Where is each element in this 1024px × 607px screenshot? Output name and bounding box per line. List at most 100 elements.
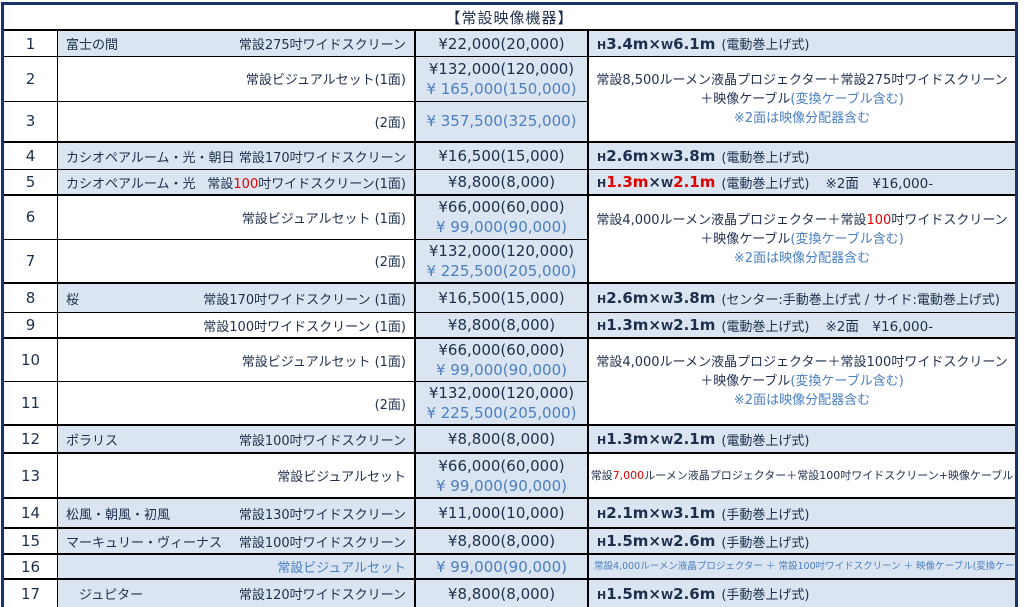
- equipment-name: 常設170吋ワイドスクリーン (1面): [203, 292, 406, 308]
- spec-cell: H2.1m×W3.1m (手動巻上げ式): [589, 499, 1015, 527]
- equipment-name: (2面): [374, 397, 406, 413]
- price-cell: ¥8,800(8,000): [416, 580, 589, 607]
- price-primary: ¥132,000(120,000): [428, 59, 575, 78]
- row-number: 3: [4, 101, 58, 141]
- table-row: 13 常設ビジュアルセット ¥66,000(60,000) ¥ 99,000(90…: [4, 454, 1015, 499]
- row-number: 15: [4, 529, 58, 553]
- row-number: 12: [4, 426, 58, 452]
- equipment-name: 常設ビジュアルセット (1面): [241, 354, 406, 370]
- price-primary: ¥132,000(120,000): [428, 241, 575, 260]
- equipment-name: 常設ビジュアルセット: [277, 470, 406, 485]
- mechanism-note: (手動巻上げ式): [721, 535, 810, 551]
- price-cell: ¥8,800(8,000): [416, 170, 589, 194]
- row-number: 16: [4, 555, 58, 578]
- price-cell: ¥8,800(8,000): [416, 529, 589, 553]
- room-equipment-cell: 松風・朝風・初風 常設130吋ワイドスクリーン: [58, 499, 416, 527]
- spec-cell: H1.3m×W2.1m (電動巻上げ式): [589, 426, 1015, 452]
- equipment-name: (2面): [374, 255, 406, 271]
- spec-cell: 常設4,000ルーメン液晶プロジェクター ＋ 常設100吋ワイドスクリーン ＋ …: [589, 555, 1015, 578]
- price-cell: ¥22,000(20,000): [416, 31, 589, 56]
- row-number: 4: [4, 143, 58, 169]
- screen-dimensions: H2.6m×W3.8m: [597, 147, 716, 165]
- row-number: 8: [4, 284, 58, 312]
- table-row: 6 常設ビジュアルセット (1面) ¥66,000(60,000) ¥ 99,00…: [4, 196, 589, 240]
- room-equipment-cell: (2面): [58, 239, 416, 282]
- spec-line-2: ＋映像ケーブル(変換ケーブル含む): [700, 231, 904, 247]
- spec-cell: H1.5m×W2.6m (手動巻上げ式): [589, 580, 1015, 607]
- room-name: ポラリス: [66, 433, 119, 449]
- price-primary: ¥8,800(8,000): [447, 430, 556, 448]
- spec-cell-merged: 常設4,000ルーメン液晶プロジェクター＋常設100吋ワイドスクリーン ＋映像ケ…: [589, 339, 1015, 424]
- price-secondary: ¥ 225,500(205,000): [426, 404, 577, 422]
- table-row: 4 カシオペアルーム・光・朝日 常設170吋ワイドスクリーン ¥16,500(1…: [4, 143, 1015, 170]
- spec-cell: H2.6m×W3.8m (電動巻上げ式): [589, 143, 1015, 169]
- price-primary: ¥8,800(8,000): [447, 316, 556, 334]
- price-primary: ¥8,800(8,000): [447, 584, 556, 603]
- table-row: 1 富士の間 常設275吋ワイドスクリーン ¥22,000(20,000) H3…: [4, 31, 1015, 57]
- price-cell: ¥11,000(10,000): [416, 499, 589, 527]
- room-equipment-cell: 常設ビジュアルセット (1面): [58, 339, 416, 381]
- table-row-group: 2 常設ビジュアルセット(1面) ¥132,000(120,000) ¥ 165,…: [4, 57, 1015, 143]
- equipment-name: 常設ビジュアルセット(1面): [245, 73, 406, 89]
- mechanism-note: (電動巻上げ式): [721, 150, 810, 166]
- price-primary: ¥132,000(120,000): [428, 384, 575, 402]
- mechanism-note: (電動巻上げ式): [721, 38, 810, 53]
- equipment-name: 常設120吋ワイドスクリーン: [238, 588, 406, 603]
- spec-line-3: ※2面は映像分配器含む: [733, 393, 871, 408]
- room-equipment-cell: 常設ビジュアルセット (1面): [58, 196, 416, 239]
- spec-cell: H1.5m×W2.6m (手動巻上げ式): [589, 529, 1015, 553]
- screen-dimensions: H1.5m×W2.6m: [597, 532, 716, 550]
- equipment-name: 常設275吋ワイドスクリーン: [238, 38, 406, 53]
- table-row: 14 松風・朝風・初風 常設130吋ワイドスクリーン ¥11,000(10,00…: [4, 499, 1015, 529]
- room-equipment-cell: 常設ビジュアルセット: [58, 454, 416, 497]
- equipment-name: 常設100吋ワイドスクリーン(1面): [207, 176, 406, 192]
- room-equipment-cell: 常設100吋ワイドスクリーン (1面): [58, 313, 416, 337]
- table-row-group: 6 常設ビジュアルセット (1面) ¥66,000(60,000) ¥ 99,00…: [4, 196, 1015, 284]
- room-name: 桜: [66, 292, 80, 308]
- room-name: 富士の間: [66, 38, 119, 53]
- price-primary: ¥22,000(20,000): [438, 34, 565, 53]
- price-cell: ¥16,500(15,000): [416, 143, 589, 169]
- spec-line-2: ＋映像ケーブル(変換ケーブル含む): [700, 374, 904, 389]
- price-secondary: ¥ 99,000(90,000): [436, 218, 567, 237]
- equipment-name: (2面): [374, 115, 406, 131]
- spec-line-1: 常設8,500ルーメン液晶プロジェクター＋常設275吋ワイドスクリーン: [596, 72, 1008, 88]
- mechanism-note: (センター:手動巻上げ式 / サイド:電動巻上げ式): [721, 292, 1000, 308]
- price-primary: ¥8,800(8,000): [447, 532, 556, 550]
- price-cell: ¥8,800(8,000): [416, 426, 589, 452]
- spec-line-3: ※2面は映像分配器含む: [733, 110, 871, 126]
- row-number: 7: [4, 239, 58, 282]
- table-row: 11 (2面) ¥132,000(120,000) ¥ 225,500(205,0…: [4, 382, 589, 424]
- room-name: カシオペアルーム・光: [66, 176, 196, 192]
- equipment-name: 常設130吋ワイドスクリーン: [238, 507, 406, 523]
- room-equipment-cell: 桜 常設170吋ワイドスクリーン (1面): [58, 284, 416, 312]
- room-equipment-cell: ジュピター 常設120吋ワイドスクリーン: [58, 580, 416, 607]
- spec-cell-merged: 常設4,000ルーメン液晶プロジェクター＋常設100吋ワイドスクリーン ＋映像ケ…: [589, 196, 1015, 282]
- row-number: 2: [4, 57, 58, 101]
- row-number: 10: [4, 339, 58, 381]
- price-primary: ¥66,000(60,000): [438, 456, 565, 475]
- room-equipment-cell: ポラリス 常設100吋ワイドスクリーン: [58, 426, 416, 452]
- table-row: 5 カシオペアルーム・光 常設100吋ワイドスクリーン(1面) ¥8,800(8…: [4, 170, 1015, 196]
- room-equipment-cell: (2面): [58, 382, 416, 424]
- screen-dimensions: H1.3m×W2.1m: [597, 430, 716, 448]
- screen-dimensions: H2.6m×W3.8m: [597, 289, 716, 307]
- price-secondary: ¥ 99,000(90,000): [436, 361, 567, 379]
- spec-cell: 常設7,000ルーメン液晶プロジェクター＋常設100吋ワイドスクリーン+映像ケー…: [589, 454, 1015, 497]
- row-number: 1: [4, 31, 58, 56]
- equipment-name: 常設100吋ワイドスクリーン (1面): [203, 319, 406, 335]
- price-primary: ¥11,000(10,000): [438, 504, 565, 522]
- spec-cell-merged: 常設8,500ルーメン液晶プロジェクター＋常設275吋ワイドスクリーン ＋映像ケ…: [589, 57, 1015, 141]
- mechanism-note: (手動巻上げ式): [721, 588, 810, 603]
- table-row: 8 桜 常設170吋ワイドスクリーン (1面) ¥16,500(15,000) …: [4, 284, 1015, 313]
- table-row: 2 常設ビジュアルセット(1面) ¥132,000(120,000) ¥ 165,…: [4, 57, 589, 102]
- price-secondary: ¥ 99,000(90,000): [436, 557, 567, 576]
- price-cell: ¥ 357,500(325,000): [416, 101, 589, 141]
- spec-line-3: ※2面は映像分配器含む: [733, 250, 871, 266]
- table-row: 17 ジュピター 常設120吋ワイドスクリーン ¥8,800(8,000) H1…: [4, 580, 1015, 607]
- mechanism-note: (電動巻上げ式): [721, 176, 810, 192]
- price-cell: ¥ 99,000(90,000): [416, 555, 589, 578]
- room-equipment-cell: 富士の間 常設275吋ワイドスクリーン: [58, 31, 416, 56]
- screen-dimensions: H2.1m×W3.1m: [597, 504, 716, 522]
